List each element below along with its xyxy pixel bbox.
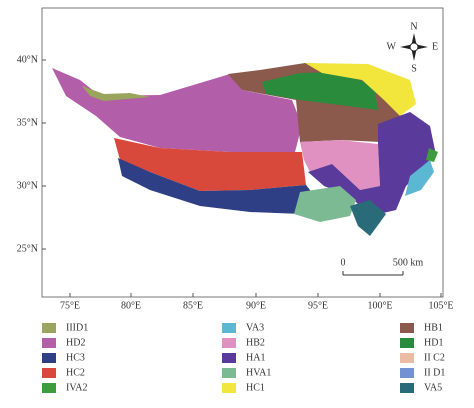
legend-swatch — [400, 338, 414, 348]
map-frame — [41, 7, 444, 298]
legend-label: HC3 — [66, 352, 85, 363]
legend-label: HB2 — [246, 337, 265, 348]
scale-end: 500 km — [393, 257, 424, 268]
legend-swatch — [42, 353, 56, 363]
legend-label: II C2 — [424, 352, 445, 363]
y-tick-label: 30°N — [17, 180, 38, 191]
legend-swatch — [42, 368, 56, 378]
legend-swatch — [400, 353, 414, 363]
legend-label: HVA1 — [246, 367, 271, 378]
region-va5 — [350, 200, 386, 236]
legend-swatch — [42, 338, 56, 348]
region-hc1 — [305, 63, 416, 116]
legend-label: VA3 — [246, 322, 264, 333]
x-tick-label: 105°E — [428, 300, 453, 311]
region-hd2 — [52, 68, 302, 152]
legend-label: IVA2 — [66, 382, 87, 393]
y-tick-label: 35°N — [17, 117, 38, 128]
region-va3 — [405, 160, 434, 196]
x-tick-label: 80°E — [121, 300, 141, 311]
legend-label: II D1 — [424, 367, 445, 378]
region-hc2 — [114, 138, 306, 191]
compass-e: E — [432, 41, 438, 52]
legend-swatch — [222, 368, 236, 378]
region-hva1 — [294, 186, 356, 222]
legend-label: IIID1 — [66, 322, 88, 333]
legend-label: HD2 — [66, 337, 85, 348]
region-hd1 — [262, 72, 378, 110]
compass — [400, 33, 428, 61]
x-tick-label: 95°E — [308, 300, 328, 311]
legend-label: HA1 — [246, 352, 265, 363]
x-tick-label: 90°E — [246, 300, 266, 311]
legend-swatch — [222, 323, 236, 333]
region-iiid1 — [82, 86, 150, 101]
x-tick-label: 85°E — [183, 300, 203, 311]
compass-center — [409, 42, 419, 52]
legend-swatch — [222, 338, 236, 348]
legend-swatch — [400, 323, 414, 333]
legend-swatch — [400, 383, 414, 393]
legend-swatch — [222, 353, 236, 363]
y-tick-label: 40°N — [17, 54, 38, 65]
regions — [52, 63, 438, 236]
legend-label: HB1 — [424, 322, 443, 333]
x-tick-label: 100°E — [367, 300, 392, 311]
scale-start: 0 — [341, 257, 346, 268]
x-tick-label: 75°E — [60, 300, 80, 311]
legend-swatch — [42, 383, 56, 393]
compass-s: S — [411, 63, 417, 74]
legend-label: HC2 — [66, 367, 85, 378]
region-hb2 — [300, 140, 380, 190]
legend-swatch — [42, 323, 56, 333]
y-tick-label: 25°N — [17, 243, 38, 254]
legend-label: HD1 — [424, 337, 443, 348]
legend-label: VA5 — [424, 382, 442, 393]
compass-w: W — [387, 41, 397, 52]
compass-n: N — [410, 21, 417, 32]
legend-label: HC1 — [246, 382, 265, 393]
region-iva2 — [426, 148, 438, 162]
legend-swatch — [400, 368, 414, 378]
region-hc3 — [118, 158, 318, 214]
legend-swatch — [222, 383, 236, 393]
